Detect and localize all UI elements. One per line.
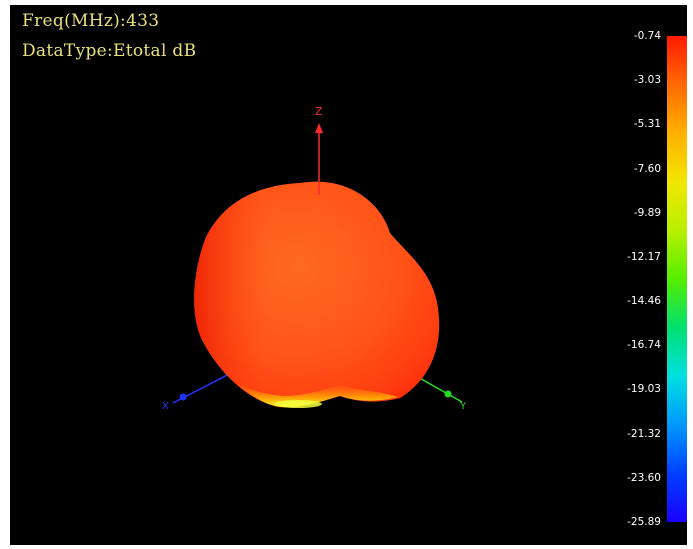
colorbar-tick-label: -12.17 [627,250,661,263]
colorbar-tick-label: -5.31 [633,118,661,131]
colorbar-tick-label: -3.03 [633,74,661,87]
colorbar-tick-label: -16.74 [627,339,661,352]
z-axis: Z [315,105,323,195]
x-axis-label: X [162,401,169,412]
y-axis-marker [444,390,452,398]
colorbar-tick-label: -9.89 [633,206,661,219]
x-axis-marker [179,393,187,401]
colorbar-tick-label: -7.60 [633,162,661,175]
colorbar [667,36,687,522]
colorbar-tick-label: -19.03 [627,383,661,396]
colorbar-tick-label: -23.60 [627,471,661,484]
colorbar-tick-label: -0.74 [633,30,661,42]
y-axis-label: Y [459,401,467,412]
radiation-lobe [194,181,440,408]
colorbar-tick-label: -14.46 [627,295,661,308]
datatype-label: DataType:Etotal dB [22,41,197,61]
frequency-label: Freq(MHz):433 [22,11,160,31]
3d-viewport[interactable]: Freq(MHz):433 DataType:Etotal dB [10,5,687,545]
radiation-pattern-scene: X Y Z [162,105,467,412]
colorbar-tick-label: -21.32 [627,427,661,440]
colorbar-tick-label: -25.89 [627,516,661,528]
z-axis-arrow [315,123,323,133]
z-axis-label: Z [315,105,323,118]
